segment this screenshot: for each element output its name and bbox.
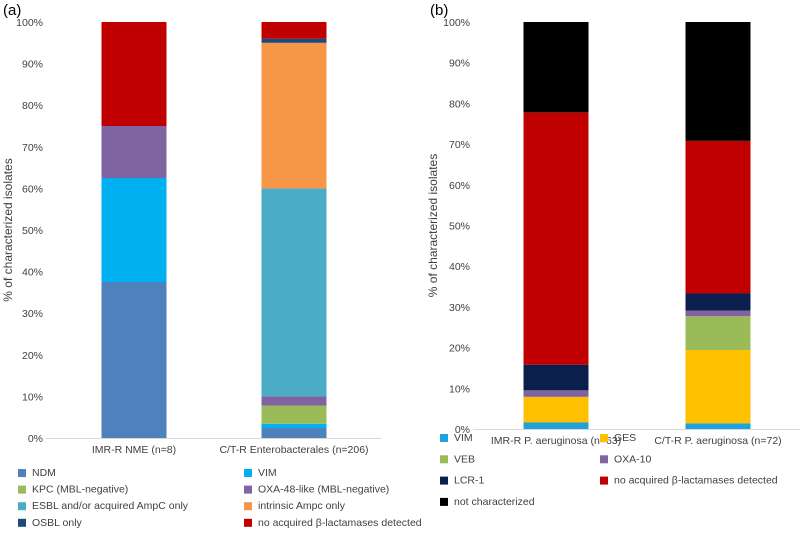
panel-a-bar-segment-oxa-48-like-mbl-negative <box>261 396 327 406</box>
panel-b-legend-swatch <box>600 476 608 485</box>
panel-a-category-label: C/T-R Enterobacterales (n=206) <box>219 444 368 456</box>
panel-a-ytick-label: 10% <box>22 391 43 403</box>
panel-b-legend-swatch <box>440 434 448 442</box>
panel-b-legend-label: LCR-1 <box>454 475 485 487</box>
panel-a-ytick-label: 100% <box>16 17 43 29</box>
panel-b-ytick-label: 70% <box>449 139 470 151</box>
panel-a-label: (a) <box>3 2 21 19</box>
panel-a-ytick-label: 20% <box>22 350 43 362</box>
panel-a-ytick-label: 50% <box>22 225 43 237</box>
panel-b-bar-segment-lcr-1 <box>685 293 751 311</box>
panel-b-legend-label: GES <box>614 432 636 444</box>
panel-b-legend-label: VIM <box>454 432 473 444</box>
panel-a-ytick-label: 30% <box>22 308 43 320</box>
panel-b-bar-segment-lcr-1 <box>523 364 589 391</box>
panel-a-ytick-label: 40% <box>22 267 43 279</box>
panel-b-bar-segment-ges <box>523 396 589 423</box>
panel-a-ytick-label: 60% <box>22 183 43 195</box>
panel-b-bar-segment-veb <box>685 316 751 351</box>
panel-b-legend-label: VEB <box>454 453 475 465</box>
panel-b-ytick-label: 10% <box>449 383 470 395</box>
panel-a-bar-segment-oxa-48-like-mbl-negative <box>101 126 167 178</box>
panel-b-category-label: C/T-R P. aeruginosa (n=72) <box>654 435 781 447</box>
panel-a-legend-swatch <box>244 502 252 511</box>
panel-b-ytick-label: 30% <box>449 302 470 314</box>
panel-a-bar-segment-osbl-only <box>261 38 327 43</box>
panel-b-bar-segment-oxa-10 <box>523 390 589 397</box>
panel-a-legend-label: intrinsic Ampc only <box>258 500 346 512</box>
panel-b-bar-segment-vim <box>523 422 589 429</box>
panel-b-bar-segment-ges <box>685 350 751 424</box>
panel-a-ytick-label: 80% <box>22 100 43 112</box>
panel-a-legend-swatch <box>244 485 252 494</box>
panel-a-ytick-label: 0% <box>28 433 43 445</box>
panel-a-bar-segment-ndm <box>261 428 327 438</box>
panel-b-legend-label: OXA-10 <box>614 453 652 465</box>
panel-a-bar-segment-intrinsic-ampc-only <box>261 42 327 189</box>
panel-a-legend-swatch <box>18 485 26 494</box>
panel-b-legend-label: no acquired β-lactamases detected <box>614 475 778 487</box>
panel-b-ytick-label: 40% <box>449 261 470 273</box>
panel-a-bar-segment-ndm <box>101 282 167 438</box>
panel-b-legend-swatch <box>600 455 608 464</box>
panel-b-legend-swatch <box>440 476 448 485</box>
panel-b-bar-segment-not-characterized <box>523 22 589 113</box>
panel-b-y-axis-title: % of characterized isolates <box>426 154 440 297</box>
panel-a-legend-swatch <box>244 469 252 477</box>
panel-b-ytick-label: 20% <box>449 343 470 355</box>
panel-a-y-axis-title: % of characterized isolates <box>1 158 15 301</box>
panel-a-legend-label: NDM <box>32 467 56 479</box>
panel-a-legend-label: OSBL only <box>32 517 83 529</box>
panel-b-bar-segment-no-acquired-lactamases-detected <box>523 112 589 365</box>
panel-b-legend-label: not characterized <box>454 496 535 508</box>
panel-b-bar-segment-vim <box>685 423 751 429</box>
panel-a-bar-segment-no-acquired-lactamases-detected <box>101 22 167 126</box>
panel-a-bar-segment-no-acquired-lactamases-detected <box>261 22 327 39</box>
panel-a-bar-segment-vim <box>261 423 327 429</box>
panel-b-bar-segment-not-characterized <box>685 22 751 141</box>
panel-a-legend-label: VIM <box>258 467 277 479</box>
panel-b-bar-segment-no-acquired-lactamases-detected <box>685 140 751 294</box>
panel-a-category-label: IMR-R NME (n=8) <box>92 444 176 456</box>
panel-a-bar-segment-esbl-and-or-acquired-ampc-only <box>261 188 327 397</box>
panel-a-legend-label: KPC (MBL-negative) <box>32 484 128 496</box>
panel-a-legend-swatch <box>18 469 26 477</box>
panel-a-ytick-label: 70% <box>22 142 43 154</box>
panel-a-legend-swatch <box>244 518 252 527</box>
panel-a-legend-label: OXA-48-like (MBL-negative) <box>258 484 389 496</box>
panel-a-legend-label: ESBL and/or acquired AmpC only <box>32 500 189 512</box>
panel-b-ytick-label: 100% <box>443 17 470 29</box>
panel-a-bar-segment-kpc-mbl-negative <box>261 405 327 424</box>
panel-b-ytick-label: 50% <box>449 221 470 233</box>
panel-b-bar-segment-oxa-10 <box>685 310 751 317</box>
panel-b-legend-swatch <box>440 455 448 464</box>
panel-b-legend-swatch <box>440 497 448 506</box>
panel-b-ytick-label: 90% <box>449 58 470 70</box>
panel-a-ytick-label: 90% <box>22 59 43 71</box>
panel-a-legend-swatch <box>18 518 26 527</box>
panel-b-ytick-label: 0% <box>455 424 470 436</box>
panel-b-ytick-label: 60% <box>449 180 470 192</box>
panel-b-category-label: IMR-R P. aeruginosa (n=63) <box>491 435 621 447</box>
panel-b-label: (b) <box>430 2 448 19</box>
panel-b-ytick-label: 80% <box>449 98 470 110</box>
panel-a-legend-label: no acquired β-lactamases detected <box>258 517 422 529</box>
panel-b-legend-swatch <box>600 434 608 442</box>
panel-a-legend-swatch <box>18 502 26 511</box>
panel-a-bar-segment-vim <box>101 178 167 282</box>
